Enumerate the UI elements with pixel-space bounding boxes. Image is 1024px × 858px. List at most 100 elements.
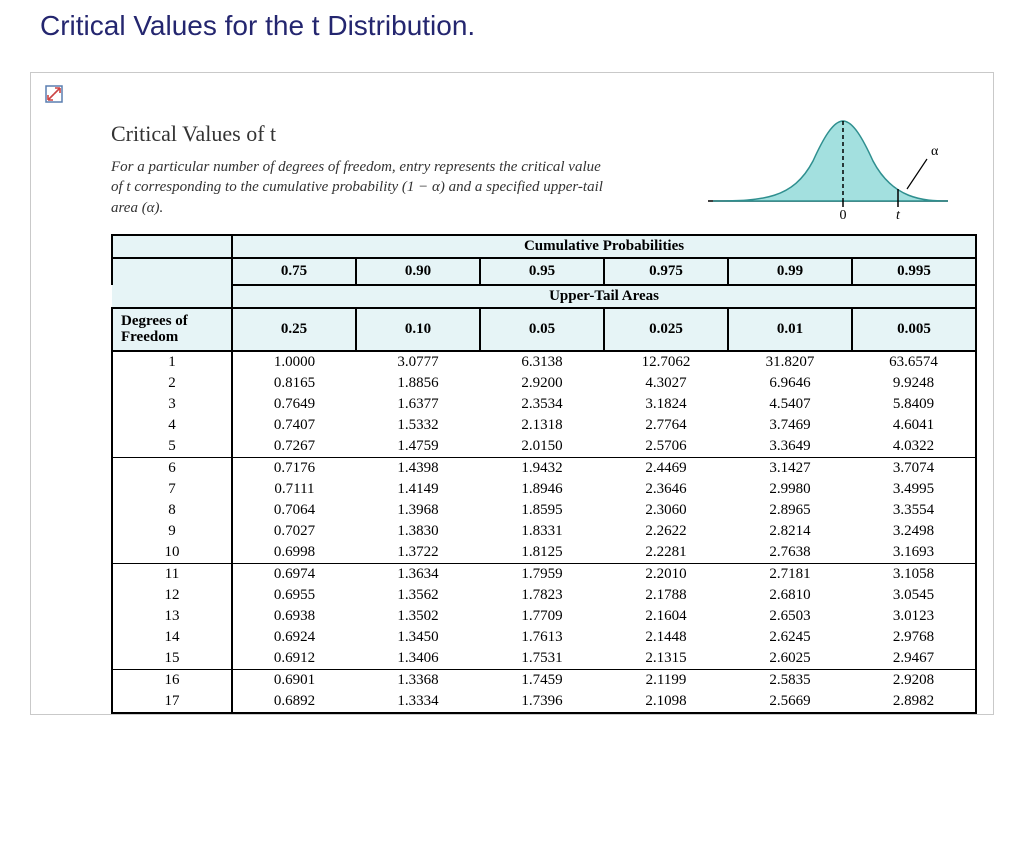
t-distribution-table: Cumulative Probabilities 0.75 0.90 0.95 … xyxy=(111,234,977,714)
value-cell: 1.3968 xyxy=(356,500,480,521)
alpha-col: 0.025 xyxy=(604,308,728,351)
table-header: Cumulative Probabilities 0.75 0.90 0.95 … xyxy=(112,235,976,351)
table-row: 11.00003.07776.313812.706231.820763.6574 xyxy=(112,351,976,373)
table-row: 100.69981.37221.81252.22812.76383.1693 xyxy=(112,542,976,564)
value-cell: 3.4995 xyxy=(852,479,976,500)
value-cell: 12.7062 xyxy=(604,351,728,373)
value-cell: 0.6924 xyxy=(232,627,356,648)
value-cell: 1.5332 xyxy=(356,415,480,436)
value-cell: 2.2622 xyxy=(604,521,728,542)
value-cell: 0.6998 xyxy=(232,542,356,564)
value-cell: 2.5706 xyxy=(604,436,728,458)
value-cell: 0.7407 xyxy=(232,415,356,436)
alpha-col: 0.05 xyxy=(480,308,604,351)
value-cell: 2.6503 xyxy=(728,606,852,627)
alpha-col: 0.10 xyxy=(356,308,480,351)
value-cell: 2.1315 xyxy=(604,648,728,670)
value-cell: 1.7531 xyxy=(480,648,604,670)
value-cell: 0.6974 xyxy=(232,563,356,585)
value-cell: 2.9768 xyxy=(852,627,976,648)
value-cell: 2.1199 xyxy=(604,669,728,691)
df-cell: 11 xyxy=(112,563,232,585)
axis-label-t: t xyxy=(896,208,901,221)
value-cell: 0.6912 xyxy=(232,648,356,670)
df-cell: 15 xyxy=(112,648,232,670)
value-cell: 1.3450 xyxy=(356,627,480,648)
value-cell: 2.7181 xyxy=(728,563,852,585)
df-cell: 5 xyxy=(112,436,232,458)
df-cell: 1 xyxy=(112,351,232,373)
value-cell: 0.7027 xyxy=(232,521,356,542)
cumulative-prob-title: Cumulative Probabilities xyxy=(232,235,976,258)
value-cell: 0.6938 xyxy=(232,606,356,627)
value-cell: 2.7764 xyxy=(604,415,728,436)
value-cell: 1.9432 xyxy=(480,457,604,479)
cum-prob-col: 0.99 xyxy=(728,258,852,285)
value-cell: 63.6574 xyxy=(852,351,976,373)
value-cell: 0.7111 xyxy=(232,479,356,500)
value-cell: 3.1693 xyxy=(852,542,976,564)
table-row: 40.74071.53322.13182.77643.74694.6041 xyxy=(112,415,976,436)
alpha-label: α xyxy=(931,144,939,159)
value-cell: 2.2010 xyxy=(604,563,728,585)
df-cell: 17 xyxy=(112,691,232,713)
value-cell: 3.7074 xyxy=(852,457,976,479)
value-cell: 1.3830 xyxy=(356,521,480,542)
value-cell: 1.7613 xyxy=(480,627,604,648)
value-cell: 3.0123 xyxy=(852,606,976,627)
value-cell: 3.1427 xyxy=(728,457,852,479)
alpha-col: 0.25 xyxy=(232,308,356,351)
value-cell: 1.3722 xyxy=(356,542,480,564)
df-cell: 10 xyxy=(112,542,232,564)
table-caption: For a particular number of degrees of fr… xyxy=(111,157,611,218)
value-cell: 0.7176 xyxy=(232,457,356,479)
value-cell: 3.3649 xyxy=(728,436,852,458)
value-cell: 2.6025 xyxy=(728,648,852,670)
value-cell: 1.7823 xyxy=(480,585,604,606)
value-cell: 1.0000 xyxy=(232,351,356,373)
value-cell: 2.1604 xyxy=(604,606,728,627)
cum-prob-col: 0.975 xyxy=(604,258,728,285)
table-row: 160.69011.33681.74592.11992.58352.9208 xyxy=(112,669,976,691)
value-cell: 2.1098 xyxy=(604,691,728,713)
table-row: 120.69551.35621.78232.17882.68103.0545 xyxy=(112,585,976,606)
value-cell: 2.1318 xyxy=(480,415,604,436)
df-cell: 4 xyxy=(112,415,232,436)
table-row: 60.71761.43981.94322.44693.14273.7074 xyxy=(112,457,976,479)
value-cell: 2.3060 xyxy=(604,500,728,521)
value-cell: 1.8856 xyxy=(356,373,480,394)
table-row: 110.69741.36341.79592.20102.71813.1058 xyxy=(112,563,976,585)
value-cell: 6.3138 xyxy=(480,351,604,373)
df-cell: 9 xyxy=(112,521,232,542)
value-cell: 2.0150 xyxy=(480,436,604,458)
value-cell: 1.3562 xyxy=(356,585,480,606)
upper-tail-title: Upper-Tail Areas xyxy=(232,285,976,308)
value-cell: 1.4149 xyxy=(356,479,480,500)
df-cell: 6 xyxy=(112,457,232,479)
value-cell: 2.3534 xyxy=(480,394,604,415)
value-cell: 2.9200 xyxy=(480,373,604,394)
value-cell: 3.2498 xyxy=(852,521,976,542)
value-cell: 1.3334 xyxy=(356,691,480,713)
value-cell: 3.0777 xyxy=(356,351,480,373)
axis-label-zero: 0 xyxy=(840,208,847,221)
value-cell: 2.8214 xyxy=(728,521,852,542)
table-row: 90.70271.38301.83312.26222.82143.2498 xyxy=(112,521,976,542)
expand-icon[interactable] xyxy=(45,85,63,103)
cum-prob-col: 0.995 xyxy=(852,258,976,285)
table-row: 50.72671.47592.01502.57063.36494.0322 xyxy=(112,436,976,458)
table-row: 70.71111.41491.89462.36462.99803.4995 xyxy=(112,479,976,500)
df-cell: 13 xyxy=(112,606,232,627)
value-cell: 1.6377 xyxy=(356,394,480,415)
table-row: 140.69241.34501.76132.14482.62452.9768 xyxy=(112,627,976,648)
df-cell: 3 xyxy=(112,394,232,415)
value-cell: 2.8982 xyxy=(852,691,976,713)
value-cell: 0.6955 xyxy=(232,585,356,606)
value-cell: 31.8207 xyxy=(728,351,852,373)
value-cell: 4.0322 xyxy=(852,436,976,458)
value-cell: 3.0545 xyxy=(852,585,976,606)
header-corner-blank xyxy=(112,235,232,258)
value-cell: 3.7469 xyxy=(728,415,852,436)
value-cell: 4.5407 xyxy=(728,394,852,415)
value-cell: 2.5835 xyxy=(728,669,852,691)
